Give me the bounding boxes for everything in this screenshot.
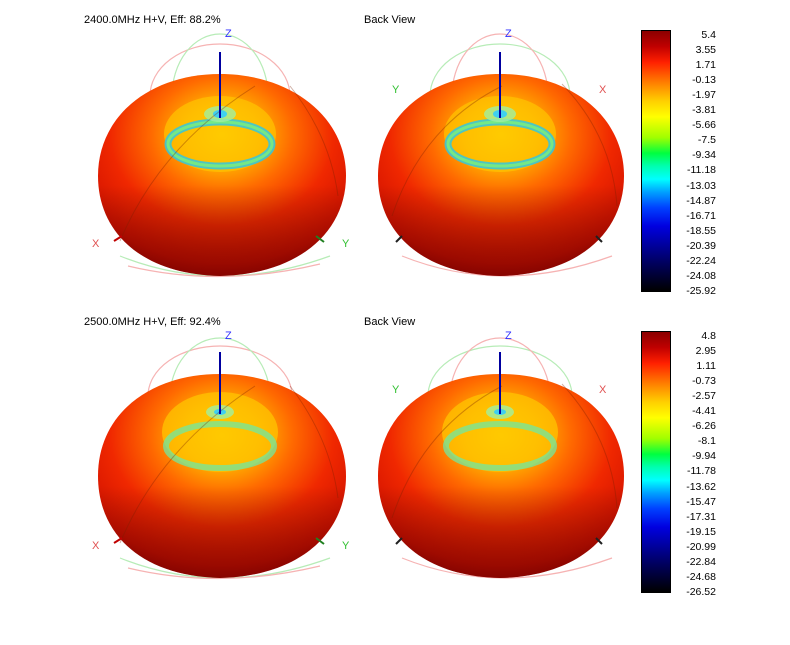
colorbar-tick-label: 5.4 (701, 29, 716, 41)
colorbar-tick-label: -3.81 (692, 104, 716, 117)
colorbar-tick-label: 1.71 (695, 59, 716, 72)
pattern-svg-front-2 (98, 337, 346, 580)
z-axis-label: Z (225, 28, 232, 40)
pattern-shading (98, 374, 346, 578)
pattern-cap (444, 96, 556, 172)
x-axis-label: X (599, 84, 607, 96)
figure-1-title: 2400.0MHz H+V, Eff: 88.2% (84, 14, 221, 26)
z-axis-label: Z (505, 28, 512, 40)
colorbar-tick-label: -11.78 (687, 465, 716, 478)
colorbar-2 (641, 331, 671, 593)
pattern-cap (162, 392, 278, 472)
pattern-cap (164, 96, 276, 172)
colorbar-tick-label: -8.1 (697, 435, 716, 448)
colorbar-tick-label: -24.68 (686, 570, 716, 583)
colorbar-1 (641, 30, 671, 292)
figure-2-title: 2500.0MHz H+V, Eff: 92.4% (84, 316, 221, 328)
y-axis-label: Y (392, 84, 400, 96)
pattern-null-ring (163, 421, 277, 471)
colorbar-tick-label: -24.08 (686, 269, 716, 282)
y-axis-line (315, 537, 325, 545)
x-axis-line (113, 537, 123, 544)
colorbar-tick-label: -2.57 (692, 390, 716, 403)
y-axis-line (315, 235, 325, 243)
colorbar-tick-label: -9.34 (692, 149, 716, 162)
colorbar-tick-label: -6.26 (692, 420, 716, 433)
colorbar-tick-label: -22.24 (686, 254, 716, 267)
figure-2-back-view: Z Y X (362, 328, 652, 598)
colorbar-tick-label: -13.03 (686, 179, 716, 192)
colorbar-tick-label: 3.55 (695, 44, 716, 57)
colorbar-tick-label: -20.39 (686, 239, 716, 252)
colorbar-tick-label: -16.71 (686, 209, 716, 222)
colorbar-tick-label: -1.97 (692, 89, 716, 102)
colorbar-tick-label: -20.99 (686, 540, 716, 553)
figure-1-back-view: Z Y X (362, 26, 652, 296)
colorbar-tick-label: -0.13 (692, 74, 716, 87)
colorbar-tick-label: 4.8 (701, 330, 716, 342)
figure-2-back-view-title: Back View (364, 316, 416, 328)
colorbar-tick-label: -5.66 (692, 119, 716, 132)
z-axis-label: Z (225, 330, 232, 342)
figure-2-front-view: Z X Y (80, 328, 370, 598)
colorbar-tick-label: -19.15 (686, 525, 716, 538)
y-axis-line (595, 235, 603, 243)
colorbar-tick-label: -22.84 (686, 555, 716, 568)
colorbar-tick-label: 1.11 (696, 360, 716, 373)
colorbar-tick-label: -15.47 (686, 495, 716, 508)
colorbar-tick-label: -18.55 (686, 224, 716, 237)
x-axis-line (395, 537, 403, 545)
colorbar-tick-label: -17.31 (686, 510, 716, 523)
colorbar-tick-label: -26.52 (686, 585, 716, 598)
y-axis-label: Y (342, 540, 350, 552)
pattern-shading (378, 74, 624, 276)
figure-1-back-view-title: Back View (364, 14, 416, 26)
x-axis-line (113, 235, 123, 242)
colorbar-tick-label: -9.94 (692, 450, 716, 463)
pattern-svg-front-1 (98, 33, 346, 278)
figure-1-front-view: Z X Y (80, 26, 370, 296)
pattern-shading (378, 374, 624, 578)
y-axis-label: Y (342, 238, 350, 250)
pattern-shading (98, 74, 346, 276)
colorbar-tick-label: -13.62 (686, 480, 716, 493)
y-axis-line (595, 537, 603, 545)
colorbar-tick-label: -14.87 (686, 194, 716, 207)
pattern-svg-back-2 (378, 337, 624, 579)
colorbar-tick-label: -4.41 (692, 405, 716, 418)
x-axis-label: X (599, 384, 607, 396)
x-axis-line (395, 235, 403, 243)
x-axis-label: X (92, 238, 100, 250)
colorbar-tick-label: -0.73 (692, 375, 716, 388)
pattern-null-ring (443, 421, 557, 471)
colorbar-tick-label: -11.18 (687, 164, 716, 177)
colorbar-tick-label: -25.92 (686, 284, 716, 297)
pattern-cap (442, 392, 558, 472)
y-axis-label: Y (392, 384, 400, 396)
z-axis-label: Z (505, 330, 512, 342)
colorbar-1-gradient (642, 31, 670, 291)
x-axis-label: X (92, 540, 100, 552)
colorbar-tick-label: -7.5 (697, 134, 716, 147)
colorbar-2-gradient (642, 332, 670, 592)
pattern-svg-back-1 (378, 33, 624, 277)
colorbar-tick-label: 2.95 (695, 345, 716, 358)
